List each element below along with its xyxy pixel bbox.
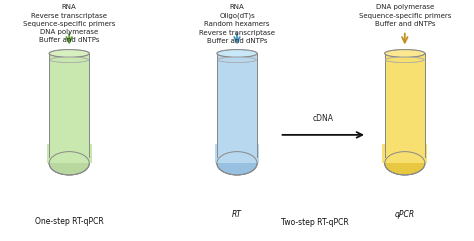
Text: qPCR: qPCR <box>395 210 415 219</box>
Ellipse shape <box>217 50 257 57</box>
Ellipse shape <box>49 152 89 175</box>
Ellipse shape <box>385 152 425 175</box>
Text: RNA
Oligo(dT)s
Random hexamers
Reverse transcriptase
Buffer and dNTPs: RNA Oligo(dT)s Random hexamers Reverse t… <box>199 4 275 44</box>
Ellipse shape <box>218 57 256 62</box>
Text: DNA polymerase
Sequence-specific primers
Buffer and dNTPs: DNA polymerase Sequence-specific primers… <box>359 4 451 27</box>
Bar <box>385 54 425 157</box>
Ellipse shape <box>218 57 256 62</box>
Text: One-step RT-qPCR: One-step RT-qPCR <box>35 217 104 226</box>
Ellipse shape <box>49 50 89 57</box>
Ellipse shape <box>217 152 257 175</box>
Ellipse shape <box>385 57 424 62</box>
Ellipse shape <box>217 50 257 57</box>
Bar <box>49 54 89 157</box>
Ellipse shape <box>49 152 89 175</box>
Text: cDNA: cDNA <box>313 114 334 123</box>
Text: RNA
Reverse transcriptase
Sequence-specific primers
DNA polymerase
Buffer and dN: RNA Reverse transcriptase Sequence-speci… <box>23 4 115 43</box>
Ellipse shape <box>385 50 425 57</box>
Ellipse shape <box>217 152 257 175</box>
Ellipse shape <box>49 152 89 175</box>
Bar <box>383 144 427 163</box>
Ellipse shape <box>385 152 425 175</box>
Ellipse shape <box>50 57 89 62</box>
Ellipse shape <box>49 50 89 57</box>
Bar <box>47 144 91 163</box>
Ellipse shape <box>50 57 89 62</box>
Ellipse shape <box>385 50 425 57</box>
Ellipse shape <box>385 57 424 62</box>
Bar <box>215 144 259 163</box>
Text: Two-step RT-qPCR: Two-step RT-qPCR <box>281 218 349 227</box>
Text: RT: RT <box>232 210 242 219</box>
Ellipse shape <box>385 152 425 175</box>
Ellipse shape <box>217 152 257 175</box>
Bar <box>217 54 257 157</box>
